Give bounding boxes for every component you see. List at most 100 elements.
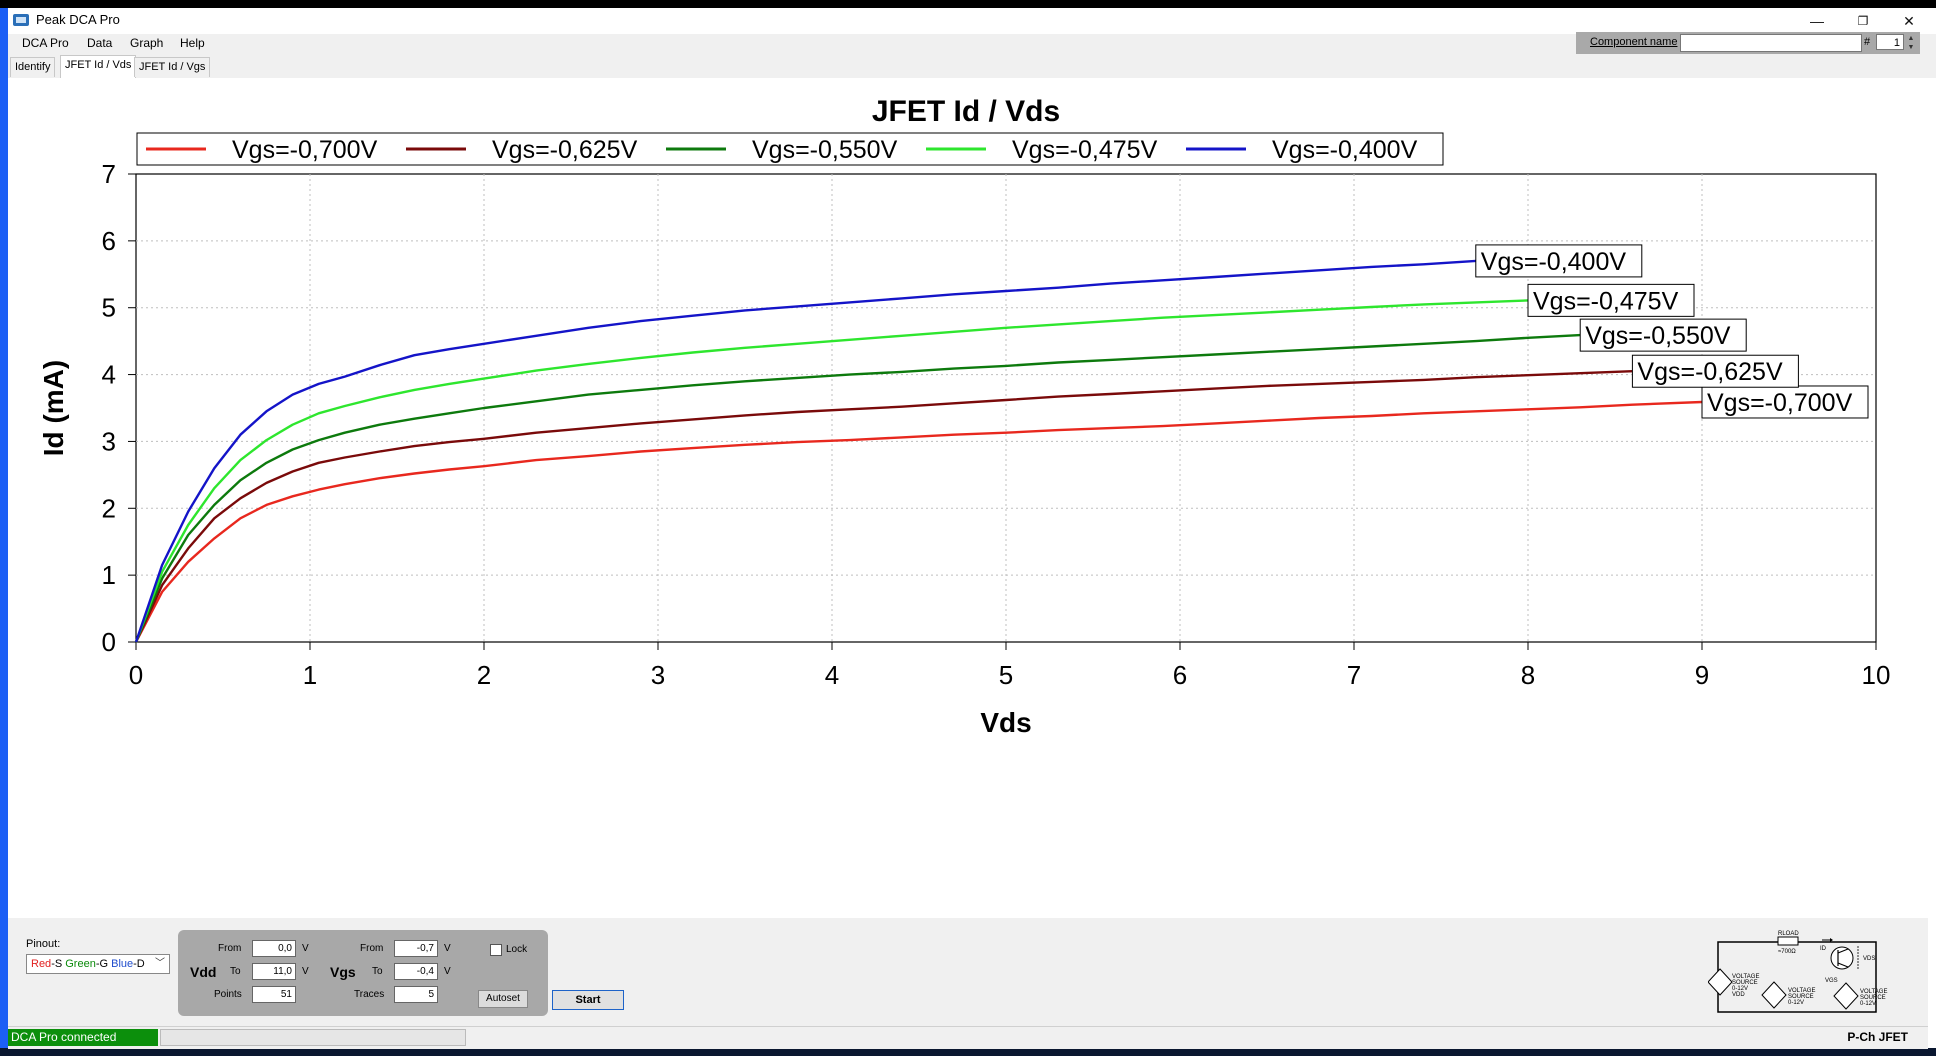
top-strip: [0, 0, 1936, 8]
series-end-label: Vgs=-0,475V: [1533, 287, 1679, 315]
source1-range: 0-12V: [1732, 986, 1748, 992]
tab-jfet-id-vds[interactable]: JFET Id / Vds: [60, 55, 137, 78]
traces-field[interactable]: 5: [394, 986, 438, 1003]
vdd-from-field[interactable]: 0,0: [252, 940, 296, 957]
connection-status: DCA Pro connected: [8, 1029, 158, 1046]
legend-entry: Vgs=-0,550V: [752, 136, 898, 164]
component-name-bar: Component name # 1 ▲ ▼: [1576, 32, 1920, 54]
points-field[interactable]: 51: [252, 986, 296, 1003]
x-tick-label: 1: [303, 660, 317, 690]
legend-entry: Vgs=-0,475V: [1012, 136, 1158, 164]
vdd-source-icon: [1708, 968, 1733, 996]
jfet-symbol: [1830, 946, 1854, 970]
circuit-diagram: RLOAD ≈700Ω ID VDS VGS VOLTAGE SOURCE 0-…: [1708, 931, 1887, 1013]
vgs-to-field[interactable]: -0,4: [394, 963, 438, 980]
series-line: [134, 400, 1703, 643]
vds-label: VDS: [1863, 956, 1875, 962]
progress-bar: [160, 1029, 466, 1046]
app-icon: [13, 14, 29, 26]
pinout-part: -D: [133, 958, 145, 970]
x-tick-label: 4: [825, 660, 839, 690]
series-line: [134, 299, 1529, 643]
series-end-label: Vgs=-0,550V: [1585, 322, 1731, 350]
status-bar: DCA Pro connected P-Ch JFET: [8, 1026, 1928, 1049]
y-tick-label: 5: [102, 293, 116, 323]
chart-area: JFET Id / Vds 0 1 2 3 4 5 6 7 8 9 10 0 1 2 3 4 5 6 7 Vds Id (…: [8, 78, 1928, 918]
legend-entry: Vgs=-0,700V: [232, 136, 378, 164]
x-tick-label: 5: [999, 660, 1013, 690]
vdd-from-unit: V: [302, 943, 309, 954]
series-end-label-box: [1701, 385, 1869, 419]
y-tick-label: 7: [102, 159, 116, 189]
sweep-settings-panel: Vdd From 0,0 V To 11,0 V Points 51 Vgs F…: [178, 930, 548, 1016]
component-number-field[interactable]: 1: [1876, 34, 1904, 50]
pinout-part: Red: [31, 958, 52, 970]
jfet-chart: JFET Id / Vds 0 1 2 3 4 5 6 7 8 9 10 0 1 2 3 4 5 6 7 Vds Id (…: [38, 95, 1891, 738]
vdd-label-circuit: VDD: [1732, 992, 1745, 998]
source2-line2: SOURCE: [1788, 994, 1814, 1000]
source1-line1: VOLTAGE: [1732, 974, 1759, 980]
vdd-from-label: From: [218, 943, 242, 954]
legend-entry: Vgs=-0,625V: [492, 136, 638, 164]
x-tick-label: 7: [1347, 660, 1361, 690]
vgs-from-label: From: [360, 943, 384, 954]
x-tick-label: 0: [129, 660, 143, 690]
component-name-label[interactable]: Component name: [1590, 36, 1678, 48]
vdd-label: Vdd: [190, 964, 217, 980]
y-tick-label: 2: [102, 493, 116, 523]
lock-label: Lock: [506, 944, 528, 955]
rload-label: RLOAD: [1778, 931, 1799, 937]
tab-identify[interactable]: Identify: [10, 57, 56, 77]
close-button[interactable]: ✕: [1903, 13, 1915, 29]
title-bar: Peak DCA Pro — ❐ ✕: [8, 8, 1936, 34]
y-axis-label: Id (mA): [38, 360, 69, 456]
pinout-part: -G: [95, 958, 112, 970]
rload-value: ≈700Ω: [1778, 949, 1796, 955]
menu-graph[interactable]: Graph: [130, 36, 164, 50]
series-end-label-box: [1579, 318, 1747, 352]
menu-dca-pro[interactable]: DCA Pro: [22, 36, 69, 50]
component-name-input[interactable]: [1680, 34, 1862, 52]
component-number-label: #: [1864, 36, 1871, 48]
pinout-label: Pinout:: [26, 938, 61, 950]
vdd-to-unit: V: [302, 966, 309, 977]
minimize-button[interactable]: —: [1810, 13, 1824, 29]
source3-range: 0-12V: [1860, 1001, 1876, 1007]
tab-jfet-id-vgs[interactable]: JFET Id / Vgs: [134, 57, 211, 77]
series-line: [134, 370, 1633, 643]
component-number-spinner[interactable]: ▲ ▼: [1907, 35, 1915, 51]
pinout-select[interactable]: Red-S Green-G Blue-D ﹀: [26, 954, 170, 974]
series-line: [134, 333, 1581, 643]
start-button[interactable]: Start: [552, 990, 624, 1010]
pinout-value: Red-S Green-G Blue-D: [31, 958, 145, 970]
window-title: Peak DCA Pro: [36, 12, 120, 27]
series-end-label-box: [1527, 283, 1695, 317]
chart-title: JFET Id / Vds: [872, 95, 1060, 128]
series-end-label: Vgs=-0,625V: [1637, 358, 1783, 386]
pinout-part: -S: [51, 958, 66, 970]
x-tick-label: 10: [1862, 660, 1891, 690]
autoset-button[interactable]: Autoset: [478, 990, 528, 1008]
vgs-from-field[interactable]: -0,7: [394, 940, 438, 957]
y-tick-label: 1: [102, 560, 116, 590]
lock-checkbox[interactable]: [490, 944, 502, 956]
x-axis-label: Vds: [980, 707, 1031, 738]
points-label: Points: [214, 989, 242, 1000]
vdd-to-field[interactable]: 11,0: [252, 963, 296, 980]
source1-line2: SOURCE: [1732, 980, 1758, 986]
legend-entry: Vgs=-0,400V: [1272, 136, 1418, 164]
series-end-label: Vgs=-0,400V: [1481, 248, 1627, 276]
vgs-label: Vgs: [330, 964, 356, 980]
restore-button[interactable]: ❐: [1857, 14, 1869, 28]
y-tick-label: 4: [102, 360, 116, 390]
x-tick-label: 2: [477, 660, 491, 690]
x-tick-label: 9: [1695, 660, 1709, 690]
id-label: ID: [1820, 946, 1827, 952]
vgs-from-unit: V: [444, 943, 451, 954]
load-resistor: [1777, 936, 1799, 946]
vgs-label-circuit: VGS: [1825, 978, 1838, 984]
menu-help[interactable]: Help: [180, 36, 205, 50]
menu-data[interactable]: Data: [87, 36, 113, 50]
source3-line1: VOLTAGE: [1860, 989, 1887, 995]
series-end-label-box: [1475, 244, 1643, 278]
